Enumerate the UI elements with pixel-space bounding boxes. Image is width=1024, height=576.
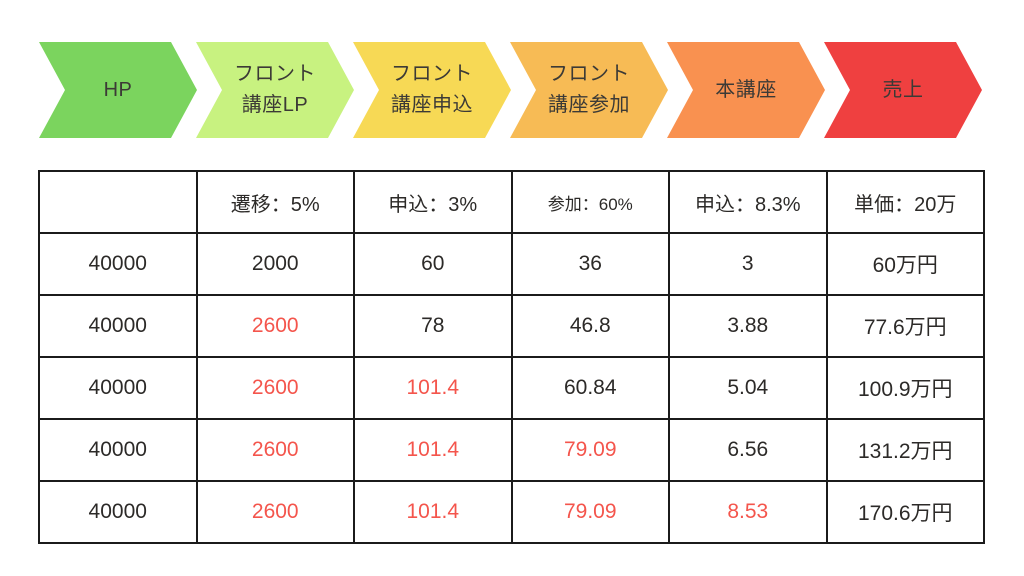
table-cell: 40000 <box>38 418 198 482</box>
table-row: 40000 2600 101.4 79.09 8.53 170.6万円 <box>38 480 985 544</box>
funnel-step-label: 売上 <box>882 78 924 101</box>
funnel-step-main-course: 本講座 <box>667 42 825 138</box>
table-cell: 40000 <box>38 356 198 420</box>
funnel-step-label: 講座申込 <box>391 94 473 116</box>
table-cell: 100.9万円 <box>825 356 985 420</box>
funnel-step-label: フロント <box>234 63 316 85</box>
table-row: 40000 2000 60 36 3 60万円 <box>38 232 985 296</box>
table-header-row: 遷移：5% 申込：3% 参加：60% 申込：8.3% 単価：20万 <box>38 170 985 234</box>
funnel-step-sales: 売上 <box>824 42 982 138</box>
table-cell: 3 <box>668 232 828 296</box>
funnel-step-hp: HP <box>39 42 197 138</box>
table-header-cell: 申込：8.3% <box>668 170 828 234</box>
table-cell: 2600 <box>195 418 355 482</box>
table-header-cell <box>38 170 198 234</box>
table-row: 40000 2600 78 46.8 3.88 77.6万円 <box>38 294 985 358</box>
table-cell: 8.53 <box>668 480 828 544</box>
table-header-cell: 参加：60% <box>510 170 670 234</box>
table-cell: 40000 <box>38 294 198 358</box>
funnel: HP フロント 講座LP フロント 講座申込 フロント 講座参加 本講座 売上 <box>39 42 981 138</box>
table-cell: 170.6万円 <box>825 480 985 544</box>
table-body: 40000 2000 60 36 3 60万円 40000 2600 78 46.8 3.88 77.… <box>38 232 985 544</box>
funnel-step-label: フロント <box>391 63 473 85</box>
table-cell: 5.04 <box>668 356 828 420</box>
table-cell: 2600 <box>195 480 355 544</box>
table-cell: 60 <box>353 232 513 296</box>
table-cell: 6.56 <box>668 418 828 482</box>
conversion-table: 遷移：5% 申込：3% 参加：60% 申込：8.3% 単価：20万 40000 2000 6… <box>38 170 985 544</box>
funnel-step-label: 講座参加 <box>548 94 630 116</box>
table-cell: 46.8 <box>510 294 670 358</box>
table-header-cell: 単価：20万 <box>825 170 985 234</box>
table-cell: 40000 <box>38 232 198 296</box>
table-cell: 131.2万円 <box>825 418 985 482</box>
funnel-step-label: 講座LP <box>241 94 309 116</box>
table-cell: 79.09 <box>510 480 670 544</box>
table-header-cell: 申込：3% <box>353 170 513 234</box>
table-cell: 60.84 <box>510 356 670 420</box>
table-cell: 101.4 <box>353 356 513 420</box>
funnel-step-label: 本講座 <box>715 78 777 101</box>
funnel-step-label: HP <box>103 78 133 101</box>
table-cell: 2600 <box>195 294 355 358</box>
table-cell: 2600 <box>195 356 355 420</box>
table-head: 遷移：5% 申込：3% 参加：60% 申込：8.3% 単価：20万 <box>38 170 985 234</box>
table-cell: 77.6万円 <box>825 294 985 358</box>
funnel-step-label: フロント <box>548 63 630 85</box>
table-cell: 60万円 <box>825 232 985 296</box>
funnel-step-front-apply: フロント 講座申込 <box>353 42 511 138</box>
table-cell: 101.4 <box>353 480 513 544</box>
table-cell: 2000 <box>195 232 355 296</box>
table-row: 40000 2600 101.4 79.09 6.56 131.2万円 <box>38 418 985 482</box>
table-cell: 78 <box>353 294 513 358</box>
table-cell: 36 <box>510 232 670 296</box>
table-row: 40000 2600 101.4 60.84 5.04 100.9万円 <box>38 356 985 420</box>
table-cell: 101.4 <box>353 418 513 482</box>
table-cell: 3.88 <box>668 294 828 358</box>
table-cell: 79.09 <box>510 418 670 482</box>
funnel-step-front-attend: フロント 講座参加 <box>510 42 668 138</box>
funnel-step-front-lp: フロント講座LP <box>196 42 354 138</box>
table-header-cell: 遷移：5% <box>195 170 355 234</box>
table-cell: 40000 <box>38 480 198 544</box>
